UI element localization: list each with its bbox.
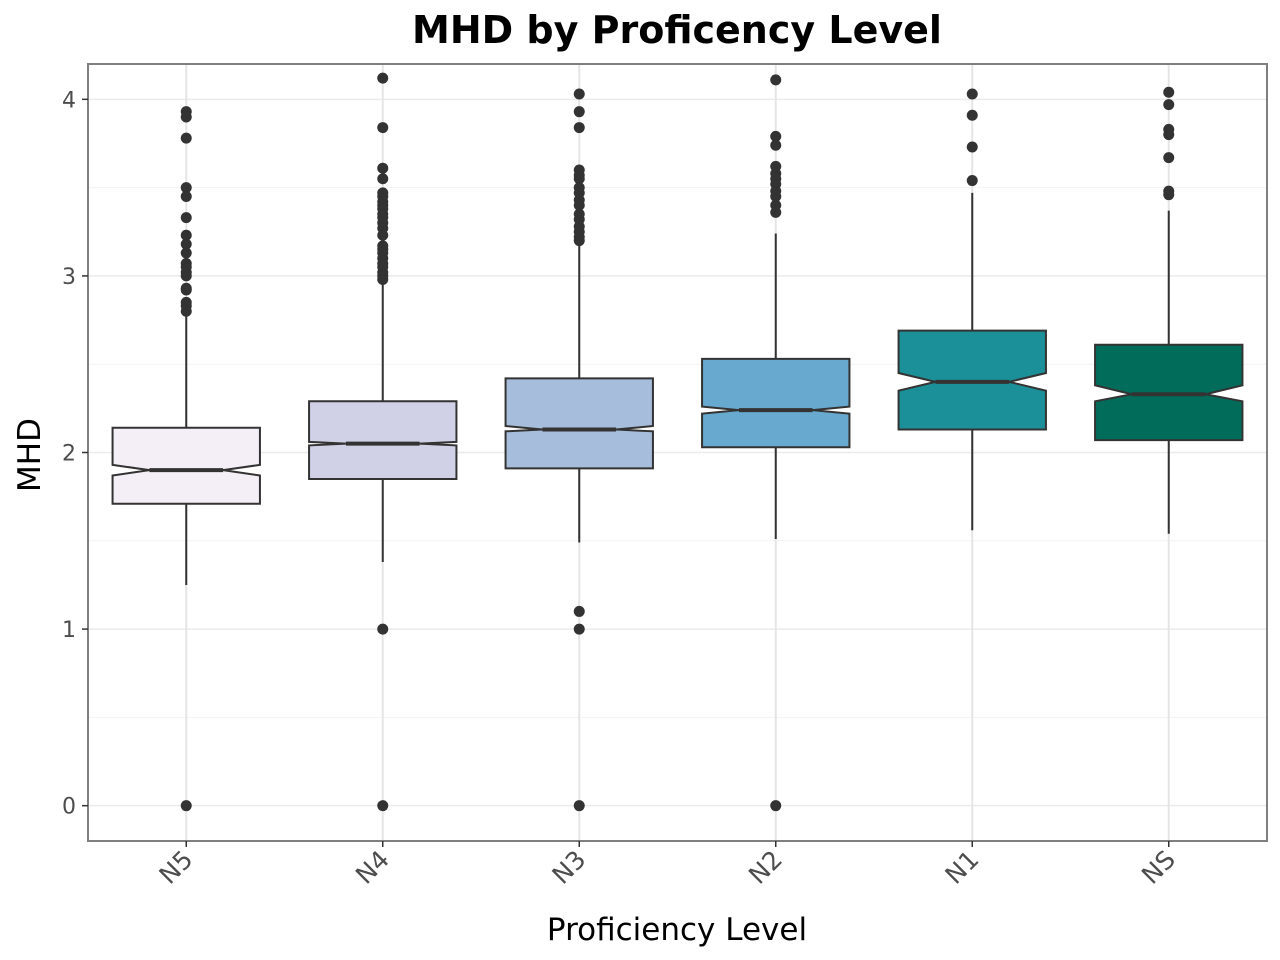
outlier-point — [377, 122, 389, 134]
outlier-point — [377, 623, 389, 635]
x-tick-label-n4: N4 — [350, 845, 395, 890]
outlier-point — [573, 173, 585, 185]
box-group-n1 — [897, 88, 1047, 531]
box-group-ns — [1094, 86, 1244, 534]
outlier-point — [180, 212, 192, 224]
box-group-n3 — [504, 88, 654, 812]
outlier-point — [770, 800, 782, 812]
y-tick-label: 3 — [62, 265, 76, 290]
outlier-point — [180, 229, 192, 241]
y-axis: 0 1 2 3 4 — [62, 88, 88, 820]
boxes-layer — [111, 72, 1244, 812]
panel-grid — [88, 64, 1267, 841]
box-n4 — [308, 400, 458, 480]
outlier-point — [1163, 152, 1175, 164]
x-tick-label-ns: NS — [1136, 845, 1181, 890]
y-axis-title: MHD — [12, 418, 48, 492]
outlier-point — [377, 72, 389, 84]
outlier-point — [180, 270, 192, 282]
outlier-point — [180, 800, 192, 812]
outlier-point — [377, 273, 389, 285]
box-n2 — [701, 357, 851, 449]
x-tick-label-n5: N5 — [154, 845, 199, 890]
outlier-point — [966, 175, 978, 187]
outlier-point — [770, 139, 782, 151]
x-axis: N5 N4 N3 N2 N1 NS — [154, 841, 1181, 890]
outlier-point — [1163, 129, 1175, 141]
outlier-point — [377, 162, 389, 174]
outlier-point — [770, 74, 782, 86]
x-tick-label-n3: N3 — [547, 845, 592, 890]
outlier-point — [1163, 189, 1175, 201]
box-n3 — [504, 377, 654, 470]
outlier-point — [573, 199, 585, 211]
box-group-n4 — [308, 72, 458, 812]
outlier-point — [180, 111, 192, 123]
outlier-point — [966, 88, 978, 100]
outlier-point — [573, 623, 585, 635]
box-n5 — [111, 426, 261, 505]
y-tick-label: 4 — [62, 88, 76, 113]
x-tick-label-n2: N2 — [743, 845, 788, 890]
x-tick-label-n1: N1 — [940, 845, 985, 890]
x-axis-title: Proficiency Level — [547, 912, 807, 948]
outlier-point — [573, 122, 585, 134]
chart-title: MHD by Proficency Level — [412, 8, 942, 52]
outlier-point — [1163, 99, 1175, 111]
outlier-point — [573, 605, 585, 617]
outlier-point — [1163, 86, 1175, 98]
outlier-point — [180, 305, 192, 317]
outlier-point — [573, 88, 585, 100]
outlier-point — [770, 130, 782, 142]
outlier-point — [180, 182, 192, 194]
outlier-point — [377, 800, 389, 812]
y-tick-label: 2 — [62, 442, 76, 467]
outlier-point — [573, 800, 585, 812]
outlier-point — [573, 235, 585, 247]
y-tick-label: 1 — [62, 618, 76, 643]
outlier-point — [180, 284, 192, 296]
outlier-point — [770, 190, 782, 202]
outlier-point — [770, 206, 782, 218]
outlier-point — [180, 247, 192, 259]
outlier-point — [180, 238, 192, 250]
outlier-point — [377, 229, 389, 241]
box-group-n2 — [701, 74, 851, 812]
box-group-n5 — [111, 106, 261, 812]
outlier-point — [966, 109, 978, 121]
y-tick-label: 0 — [62, 795, 76, 820]
outlier-point — [180, 132, 192, 144]
outlier-point — [377, 173, 389, 185]
outlier-point — [573, 106, 585, 118]
outlier-point — [180, 190, 192, 202]
outlier-point — [966, 141, 978, 153]
